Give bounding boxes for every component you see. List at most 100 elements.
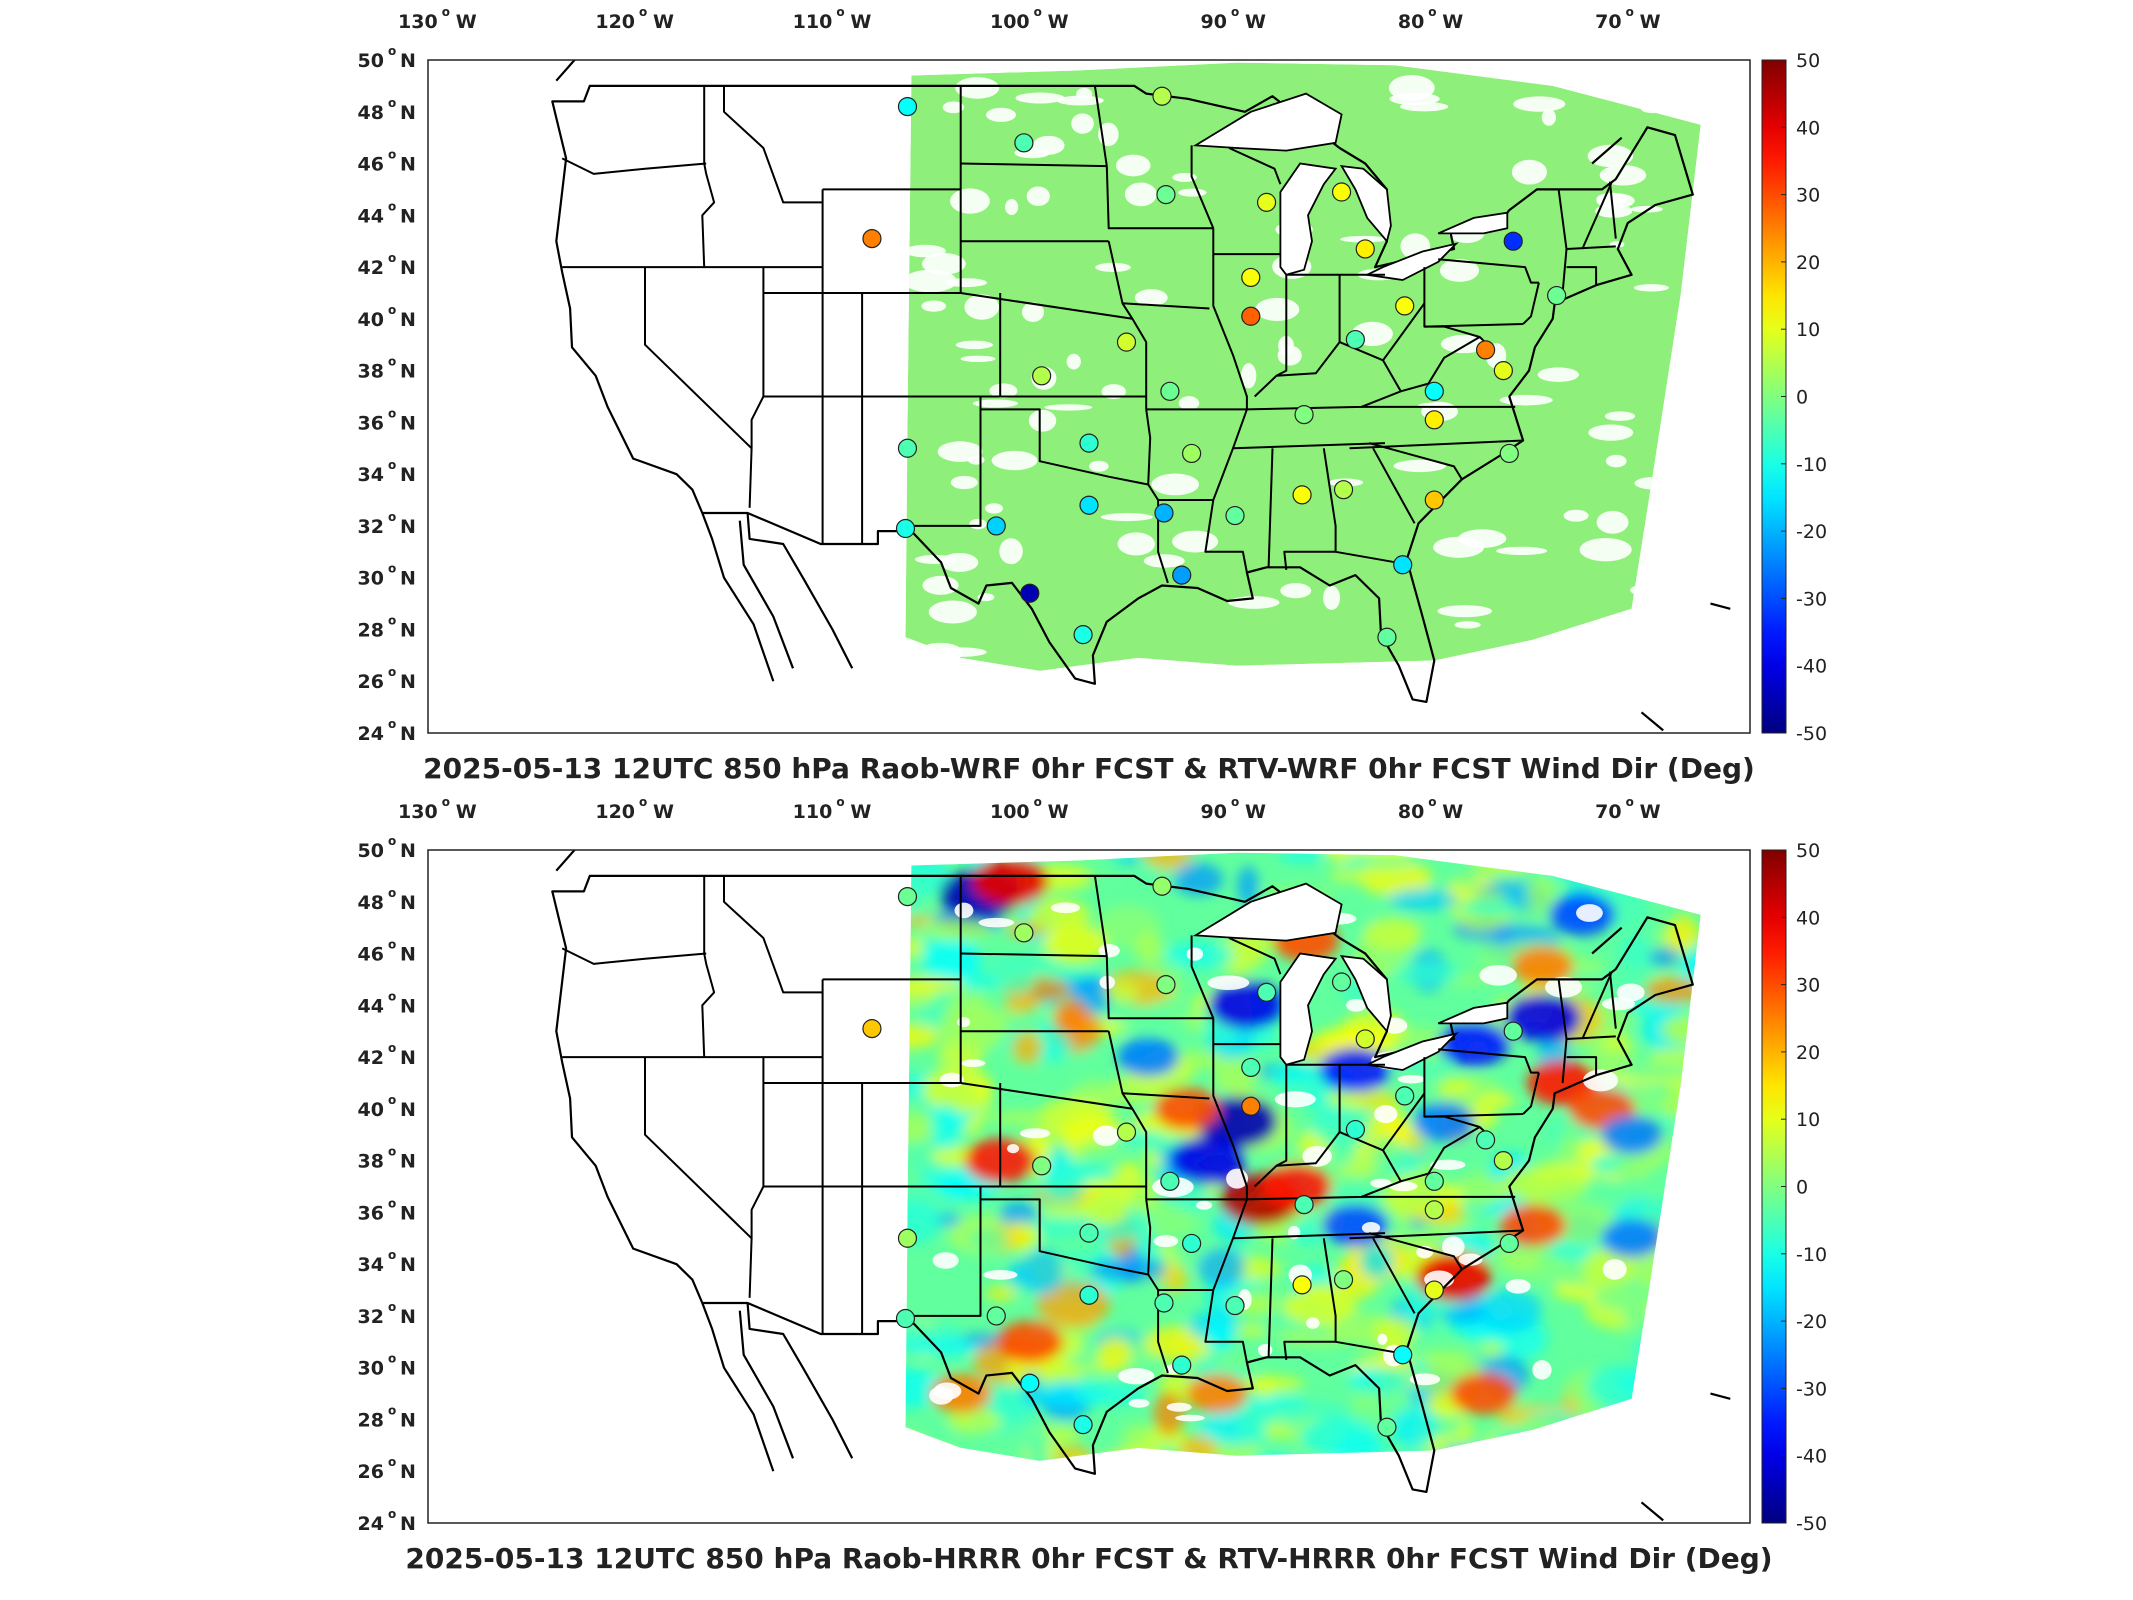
svg-text:N: N bbox=[400, 154, 416, 176]
cloud-gap bbox=[1532, 1360, 1552, 1380]
field-cell bbox=[1481, 1341, 1505, 1355]
field-cell bbox=[985, 1286, 1017, 1301]
cloud-gap bbox=[1409, 1373, 1441, 1386]
raob-station-marker bbox=[1172, 565, 1192, 585]
mexico-coast bbox=[738, 520, 795, 669]
svg-text:48: 48 bbox=[358, 102, 384, 124]
map-frame bbox=[427, 59, 1751, 734]
svg-text:70: 70 bbox=[1595, 11, 1621, 33]
svg-text:W: W bbox=[1245, 11, 1266, 33]
cloud-gap bbox=[1092, 1125, 1120, 1147]
field-cell bbox=[1042, 925, 1108, 963]
field-cell bbox=[981, 955, 1060, 971]
cloud-gap bbox=[1172, 530, 1219, 553]
raob-station-marker bbox=[986, 1306, 1006, 1326]
cloud-gap bbox=[1101, 384, 1126, 400]
state-border bbox=[1400, 336, 1481, 393]
svg-text:o: o bbox=[388, 510, 396, 524]
svg-text:o: o bbox=[388, 44, 396, 58]
top-map-panel: 130 o W 120 o W 110 o W 100 o W 90 o W 80 o W 70 o W 50 o N 48 o N… bbox=[358, 5, 1828, 785]
svg-text:o: o bbox=[388, 96, 396, 110]
field-cell bbox=[999, 1201, 1038, 1227]
cloud-gap bbox=[922, 575, 959, 595]
lon-tick-label: 110 o W bbox=[793, 795, 872, 823]
field-cell bbox=[1613, 1156, 1655, 1181]
svg-text:W: W bbox=[1640, 801, 1661, 823]
cloud-gap bbox=[957, 1017, 971, 1028]
raob-station-marker bbox=[1503, 231, 1523, 251]
cloud-gap bbox=[950, 188, 990, 214]
raob-station-marker bbox=[1156, 185, 1176, 205]
svg-text:o: o bbox=[388, 1093, 396, 1107]
svg-text:28: 28 bbox=[358, 619, 384, 641]
state-border bbox=[979, 396, 1149, 486]
state-border bbox=[1382, 1092, 1426, 1151]
state-border bbox=[1608, 181, 1617, 239]
svg-text:38: 38 bbox=[358, 1151, 384, 1173]
state-border bbox=[1093, 875, 1214, 1020]
map-layer bbox=[551, 60, 1731, 732]
great-lake bbox=[1192, 882, 1343, 942]
cloud-gap bbox=[1576, 904, 1603, 922]
lat-tick-label: 32 o N bbox=[358, 1300, 416, 1328]
lat-tick-label: 42 o N bbox=[358, 251, 416, 279]
raob-station-marker bbox=[1079, 495, 1099, 515]
svg-text:36: 36 bbox=[358, 412, 384, 434]
cloud-gap bbox=[905, 244, 946, 258]
svg-text:110: 110 bbox=[793, 11, 833, 33]
field-cell bbox=[921, 919, 993, 941]
svg-text:W: W bbox=[653, 11, 674, 33]
state-border bbox=[644, 1057, 753, 1240]
cloud-gap bbox=[983, 1269, 1018, 1280]
raob-station-marker bbox=[1073, 625, 1093, 645]
colorbar-tick-label: -50 bbox=[1796, 1513, 1827, 1535]
raob-station-marker bbox=[1424, 381, 1444, 401]
svg-text:48: 48 bbox=[358, 892, 384, 914]
svg-text:o: o bbox=[1428, 5, 1436, 19]
cloud-gap bbox=[986, 107, 1016, 123]
cloud-gap bbox=[1032, 135, 1065, 155]
cloud-gap bbox=[955, 340, 994, 350]
state-border bbox=[1107, 1030, 1148, 1200]
lon-tick-label: 130 o W bbox=[398, 795, 477, 823]
island-coast bbox=[1710, 1392, 1731, 1400]
cloud-gap bbox=[984, 503, 1004, 514]
svg-text:N: N bbox=[400, 309, 416, 331]
svg-text:N: N bbox=[400, 205, 416, 227]
svg-text:36: 36 bbox=[358, 1202, 384, 1224]
state-border bbox=[1267, 448, 1274, 568]
field-cell bbox=[1279, 852, 1325, 863]
colorbar-tick-label: -50 bbox=[1796, 723, 1827, 745]
state-border bbox=[1522, 282, 1540, 325]
field-cell bbox=[1134, 932, 1163, 965]
field-anomaly bbox=[1117, 1037, 1179, 1077]
svg-text:80: 80 bbox=[1398, 801, 1424, 823]
bottom-map-panel: 130 o W 120 o W 110 o W 100 o W 90 o W 80 o W 70 o W 50 o N 48 o N… bbox=[0, 790, 2133, 1590]
state-border bbox=[960, 952, 1107, 958]
cloud-gap bbox=[1124, 182, 1157, 207]
field-cell bbox=[1143, 852, 1193, 871]
svg-text:N: N bbox=[400, 1461, 416, 1483]
state-border bbox=[1438, 258, 1539, 284]
raob-station-marker bbox=[1154, 503, 1174, 523]
svg-text:o: o bbox=[388, 148, 396, 162]
cloud-gap bbox=[937, 441, 983, 462]
cloud-gap bbox=[999, 538, 1023, 565]
svg-text:o: o bbox=[388, 1507, 396, 1521]
field-cell bbox=[905, 1368, 947, 1409]
svg-text:46: 46 bbox=[358, 944, 384, 966]
great-lake bbox=[1339, 954, 1392, 1034]
cloud-gap bbox=[1430, 1159, 1466, 1170]
raob-station-marker bbox=[1152, 876, 1172, 896]
raob-station-marker bbox=[1355, 1029, 1375, 1049]
cloud-gap bbox=[1633, 284, 1669, 292]
raob-station-marker bbox=[1475, 1130, 1496, 1150]
svg-text:40: 40 bbox=[358, 309, 384, 331]
field-cell bbox=[1089, 1257, 1169, 1282]
field-anomaly bbox=[1413, 1102, 1475, 1142]
colorbar-tick-label: 0 bbox=[1796, 387, 1808, 409]
raob-station-marker bbox=[1116, 1122, 1137, 1142]
raob-station-marker bbox=[1160, 1171, 1180, 1191]
svg-text:N: N bbox=[400, 50, 416, 72]
cloud-gap bbox=[1274, 1091, 1316, 1108]
